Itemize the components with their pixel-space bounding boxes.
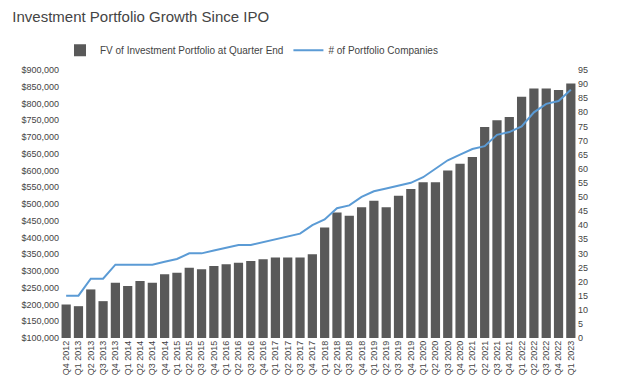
svg-text:Q4 2021: Q4 2021: [504, 341, 514, 376]
svg-text:Q3 2022: Q3 2022: [541, 341, 551, 376]
svg-text:60: 60: [578, 164, 588, 174]
svg-text:$550,000: $550,000: [21, 182, 59, 192]
svg-text:Q1 2020: Q1 2020: [418, 341, 428, 376]
svg-text:Q1 2016: Q1 2016: [221, 341, 231, 376]
svg-text:$850,000: $850,000: [21, 82, 59, 92]
svg-text:Q1 2019: Q1 2019: [369, 341, 379, 376]
svg-text:$500,000: $500,000: [21, 199, 59, 209]
svg-text:Q2 2014: Q2 2014: [135, 341, 145, 376]
svg-text:$250,000: $250,000: [21, 283, 59, 293]
svg-text:Q1 2015: Q1 2015: [172, 341, 182, 376]
svg-text:Q4 2012: Q4 2012: [61, 341, 71, 376]
svg-text:Q3 2015: Q3 2015: [196, 341, 206, 376]
svg-text:35: 35: [578, 234, 588, 244]
svg-text:Q3 2013: Q3 2013: [98, 341, 108, 376]
svg-text:Investment Portfolio Growth Si: Investment Portfolio Growth Since IPO: [12, 8, 269, 25]
svg-text:Q3 2019: Q3 2019: [393, 341, 403, 376]
svg-text:$200,000: $200,000: [21, 300, 59, 310]
svg-text:Q2 2013: Q2 2013: [86, 341, 96, 376]
svg-text:Q2 2017: Q2 2017: [283, 341, 293, 376]
svg-text:45: 45: [578, 206, 588, 216]
svg-text:Q1 2022: Q1 2022: [517, 341, 527, 376]
svg-text:$300,000: $300,000: [21, 266, 59, 276]
svg-text:0: 0: [578, 333, 583, 343]
svg-text:Q1 2014: Q1 2014: [123, 341, 133, 376]
svg-text:Q1 2017: Q1 2017: [270, 341, 280, 376]
svg-text:$700,000: $700,000: [21, 132, 59, 142]
svg-text:65: 65: [578, 150, 588, 160]
svg-text:Q3 2021: Q3 2021: [492, 341, 502, 376]
svg-text:$750,000: $750,000: [21, 115, 59, 125]
svg-text:Q4 2017: Q4 2017: [307, 341, 317, 376]
svg-text:Q4 2016: Q4 2016: [258, 341, 268, 376]
svg-text:$350,000: $350,000: [21, 249, 59, 259]
svg-text:Q1 2018: Q1 2018: [320, 341, 330, 376]
svg-text:$150,000: $150,000: [21, 316, 59, 326]
svg-text:50: 50: [578, 192, 588, 202]
svg-text:Q3 2020: Q3 2020: [443, 341, 453, 376]
svg-text:25: 25: [578, 263, 588, 273]
svg-text:$650,000: $650,000: [21, 149, 59, 159]
svg-text:Q2 2016: Q2 2016: [233, 341, 243, 376]
svg-text:Q2 2015: Q2 2015: [184, 341, 194, 376]
svg-text:Q2 2021: Q2 2021: [480, 341, 490, 376]
svg-text:Q4 2022: Q4 2022: [553, 341, 563, 376]
svg-text:90: 90: [578, 79, 588, 89]
svg-text:Q3 2014: Q3 2014: [147, 341, 157, 376]
svg-text:40: 40: [578, 220, 588, 230]
svg-text:$400,000: $400,000: [21, 233, 59, 243]
svg-text:Q1 2013: Q1 2013: [73, 341, 83, 376]
svg-text:Q3 2016: Q3 2016: [246, 341, 256, 376]
svg-text:Q4 2013: Q4 2013: [110, 341, 120, 376]
svg-text:5: 5: [578, 319, 583, 329]
svg-text:# of Portfolio Companies: # of Portfolio Companies: [328, 45, 438, 56]
svg-text:$800,000: $800,000: [21, 99, 59, 109]
svg-text:15: 15: [578, 291, 588, 301]
svg-text:FV of Investment Portfolio at: FV of Investment Portfolio at Quarter En…: [100, 45, 283, 56]
svg-text:Q1 2021: Q1 2021: [467, 341, 477, 376]
svg-text:95: 95: [578, 65, 588, 75]
svg-text:Q2 2022: Q2 2022: [529, 341, 539, 376]
svg-text:$450,000: $450,000: [21, 216, 59, 226]
svg-text:Q2 2018: Q2 2018: [332, 341, 342, 376]
svg-text:75: 75: [578, 122, 588, 132]
svg-text:Q4 2018: Q4 2018: [357, 341, 367, 376]
svg-text:Q1 2023: Q1 2023: [566, 341, 576, 376]
svg-text:20: 20: [578, 277, 588, 287]
svg-text:Q3 2017: Q3 2017: [295, 341, 305, 376]
svg-text:Q2 2019: Q2 2019: [381, 341, 391, 376]
svg-text:55: 55: [578, 178, 588, 188]
svg-text:80: 80: [578, 107, 588, 117]
svg-text:$100,000: $100,000: [21, 333, 59, 343]
svg-text:85: 85: [578, 93, 588, 103]
svg-text:$600,000: $600,000: [21, 166, 59, 176]
svg-text:$900,000: $900,000: [21, 65, 59, 75]
svg-text:Q4 2014: Q4 2014: [160, 341, 170, 376]
svg-text:Q4 2019: Q4 2019: [406, 341, 416, 376]
svg-text:70: 70: [578, 136, 588, 146]
svg-text:Q2 2020: Q2 2020: [430, 341, 440, 376]
svg-text:Q4 2020: Q4 2020: [455, 341, 465, 376]
svg-text:30: 30: [578, 249, 588, 259]
svg-text:Q4 2015: Q4 2015: [209, 341, 219, 376]
svg-text:10: 10: [578, 305, 588, 315]
svg-text:Q3 2018: Q3 2018: [344, 341, 354, 376]
